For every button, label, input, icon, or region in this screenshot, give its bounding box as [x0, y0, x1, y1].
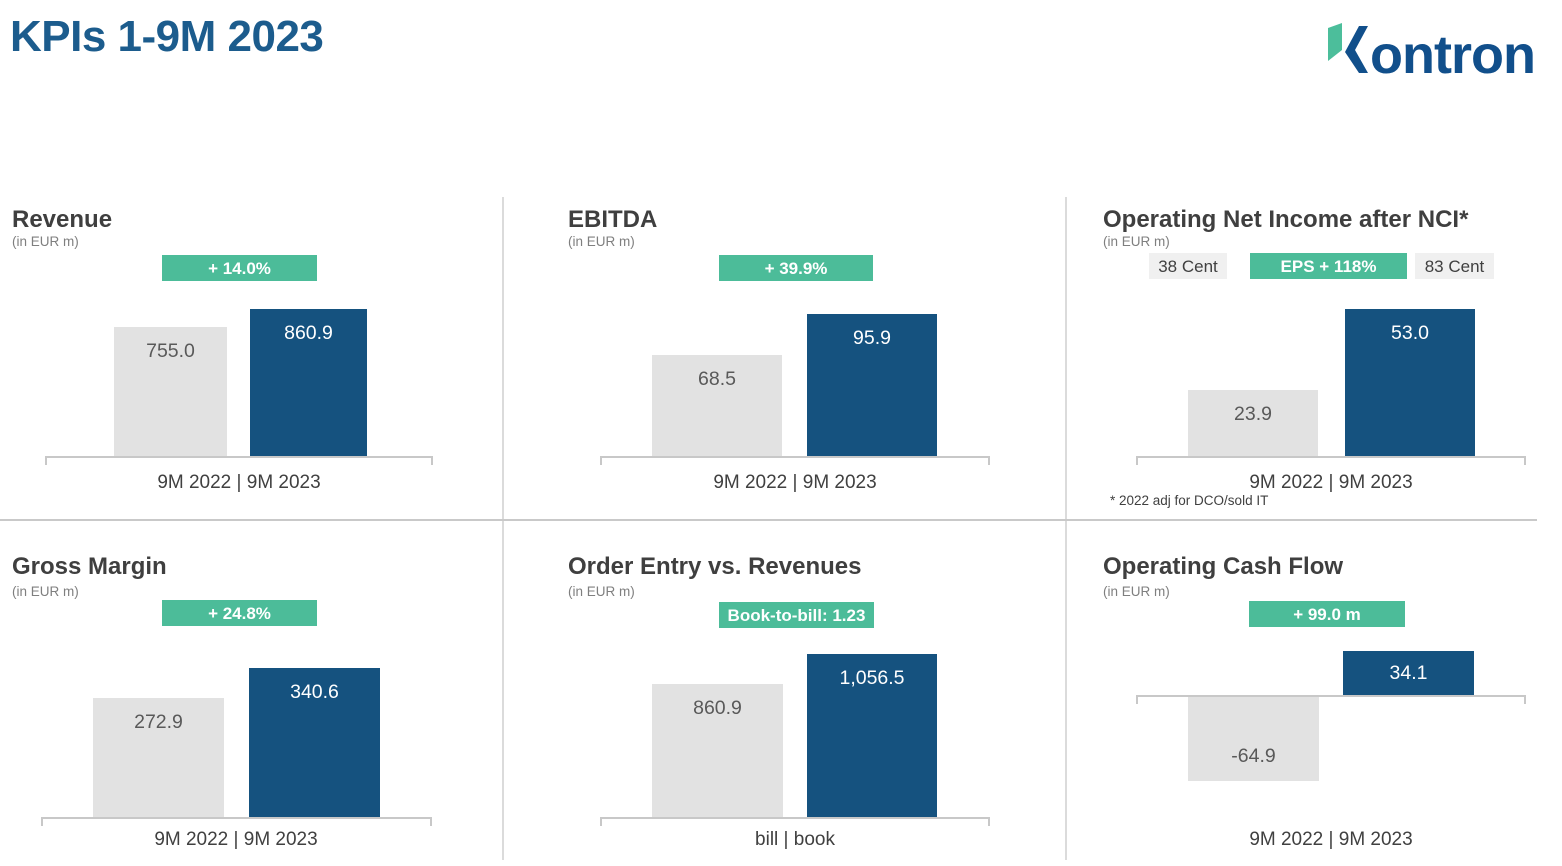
x-axis-category-label: 9M 2022 | 9M 2023	[713, 472, 877, 493]
logo-k-blue-arms	[1345, 26, 1368, 73]
x-axis-category-label: bill | book	[755, 829, 835, 850]
panel-unit-subtitle: (in EUR m)	[1103, 584, 1170, 599]
bar-9m-2022: 23.9	[1188, 390, 1318, 456]
axis-tick-left	[600, 456, 602, 465]
panel-unit-subtitle: (in EUR m)	[568, 584, 635, 599]
panel-unit-subtitle: (in EUR m)	[12, 234, 79, 249]
bar-9m-2022: 755.0	[114, 327, 227, 456]
x-axis-line	[1136, 456, 1526, 465]
bar-value-label: 860.9	[284, 322, 333, 344]
bar-value-label: 860.9	[693, 697, 742, 719]
panel-unit-subtitle: (in EUR m)	[1103, 234, 1170, 249]
panel-title: Order Entry vs. Revenues	[568, 553, 862, 580]
kpi-panel-order-entry-vs-revenues: Order Entry vs. Revenues (in EUR m) Book-t…	[503, 520, 1067, 866]
bar-9m-2022: 68.5	[652, 355, 782, 456]
bar-book: 1,056.5	[807, 654, 937, 817]
axis-tick-left	[600, 817, 602, 826]
bar-9m-2023: 860.9	[250, 309, 367, 456]
logo-text: ontron	[1370, 25, 1535, 80]
kpi-panel-revenue: Revenue (in EUR m) + 14.0% 755.0 860.9 9M 202…	[0, 197, 503, 519]
x-axis-line	[1136, 695, 1526, 704]
change-badge: Book-to-bill: 1.23	[719, 602, 874, 628]
x-axis-line	[600, 817, 990, 826]
bar-9m-2022: -64.9	[1188, 697, 1319, 781]
logo-k-green-stem	[1328, 23, 1342, 61]
panel-unit-subtitle: (in EUR m)	[568, 234, 635, 249]
bar-bill: 860.9	[652, 684, 783, 817]
change-badge: + 99.0 m	[1249, 601, 1405, 627]
eps-cent-badge: 38 Cent	[1149, 253, 1227, 279]
x-axis-category-label: 9M 2022 | 9M 2023	[1249, 472, 1413, 493]
eps-cent-badge: 83 Cent	[1415, 253, 1494, 279]
axis-tick-left	[45, 456, 47, 465]
x-axis-line	[600, 456, 990, 465]
bar-9m-2022: 272.9	[93, 698, 224, 817]
bar-9m-2023: 95.9	[807, 314, 937, 456]
axis-tick-left	[1136, 695, 1138, 704]
kpi-panel-operating-cash-flow: Operating Cash Flow (in EUR m) + 99.0 m -64…	[1067, 520, 1562, 866]
bar-value-label: 95.9	[853, 327, 891, 349]
bar-value-label: -64.9	[1231, 745, 1276, 767]
axis-tick-left	[41, 817, 43, 826]
x-axis-category-label: 9M 2022 | 9M 2023	[157, 472, 321, 493]
panel-title: Operating Net Income after NCI*	[1103, 206, 1469, 233]
vertical-divider-left	[502, 197, 504, 860]
axis-tick-right	[988, 456, 990, 465]
kontron-logo: ontron	[1328, 23, 1536, 80]
vertical-divider-right	[1065, 197, 1067, 860]
page-title: KPIs 1-9M 2023	[10, 12, 324, 61]
kpi-panel-operating-net-income-after-nci: Operating Net Income after NCI* (in EUR m…	[1067, 197, 1562, 519]
panel-title: Revenue	[12, 206, 113, 233]
change-badge: EPS + 118%	[1250, 253, 1407, 279]
bar-value-label: 272.9	[134, 711, 183, 733]
x-axis-category-label: 9M 2022 | 9M 2023	[154, 829, 318, 850]
axis-tick-right	[431, 456, 433, 465]
bar-9m-2023: 34.1	[1343, 651, 1474, 695]
panel-footnote: * 2022 adj for DCO/sold IT	[1110, 493, 1269, 508]
axis-tick-right	[1524, 695, 1526, 704]
horizontal-divider	[0, 519, 1537, 521]
change-badge: + 14.0%	[162, 255, 317, 281]
axis-tick-right	[1524, 456, 1526, 465]
x-axis-line	[45, 456, 433, 465]
bar-value-label: 34.1	[1389, 662, 1428, 684]
axis-tick-right	[988, 817, 990, 826]
x-axis-category-label: 9M 2022 | 9M 2023	[1249, 829, 1413, 850]
panel-unit-subtitle: (in EUR m)	[12, 584, 79, 599]
panel-title: Gross Margin	[12, 553, 167, 580]
bar-value-label: 340.6	[290, 681, 339, 703]
bar-9m-2023: 53.0	[1345, 309, 1475, 456]
bar-9m-2023: 340.6	[249, 668, 380, 817]
panel-title: Operating Cash Flow	[1103, 553, 1344, 580]
change-badge: + 24.8%	[162, 600, 317, 626]
bar-value-label: 23.9	[1234, 403, 1272, 425]
bar-value-label: 755.0	[146, 340, 195, 362]
bar-value-label: 1,056.5	[839, 667, 905, 689]
kpi-panel-ebitda: EBITDA (in EUR m) + 39.9% 68.5 95.9 9M 2022 |…	[503, 197, 1067, 519]
axis-tick-left	[1136, 456, 1138, 465]
kpi-panel-gross-margin: Gross Margin (in EUR m) + 24.8% 272.9 340.6 9…	[0, 520, 503, 866]
axis-tick-right	[430, 817, 432, 826]
change-badge: + 39.9%	[719, 255, 873, 281]
panel-title: EBITDA	[568, 206, 658, 233]
bar-value-label: 53.0	[1391, 322, 1429, 344]
x-axis-line	[41, 817, 432, 826]
bar-value-label: 68.5	[698, 368, 736, 390]
